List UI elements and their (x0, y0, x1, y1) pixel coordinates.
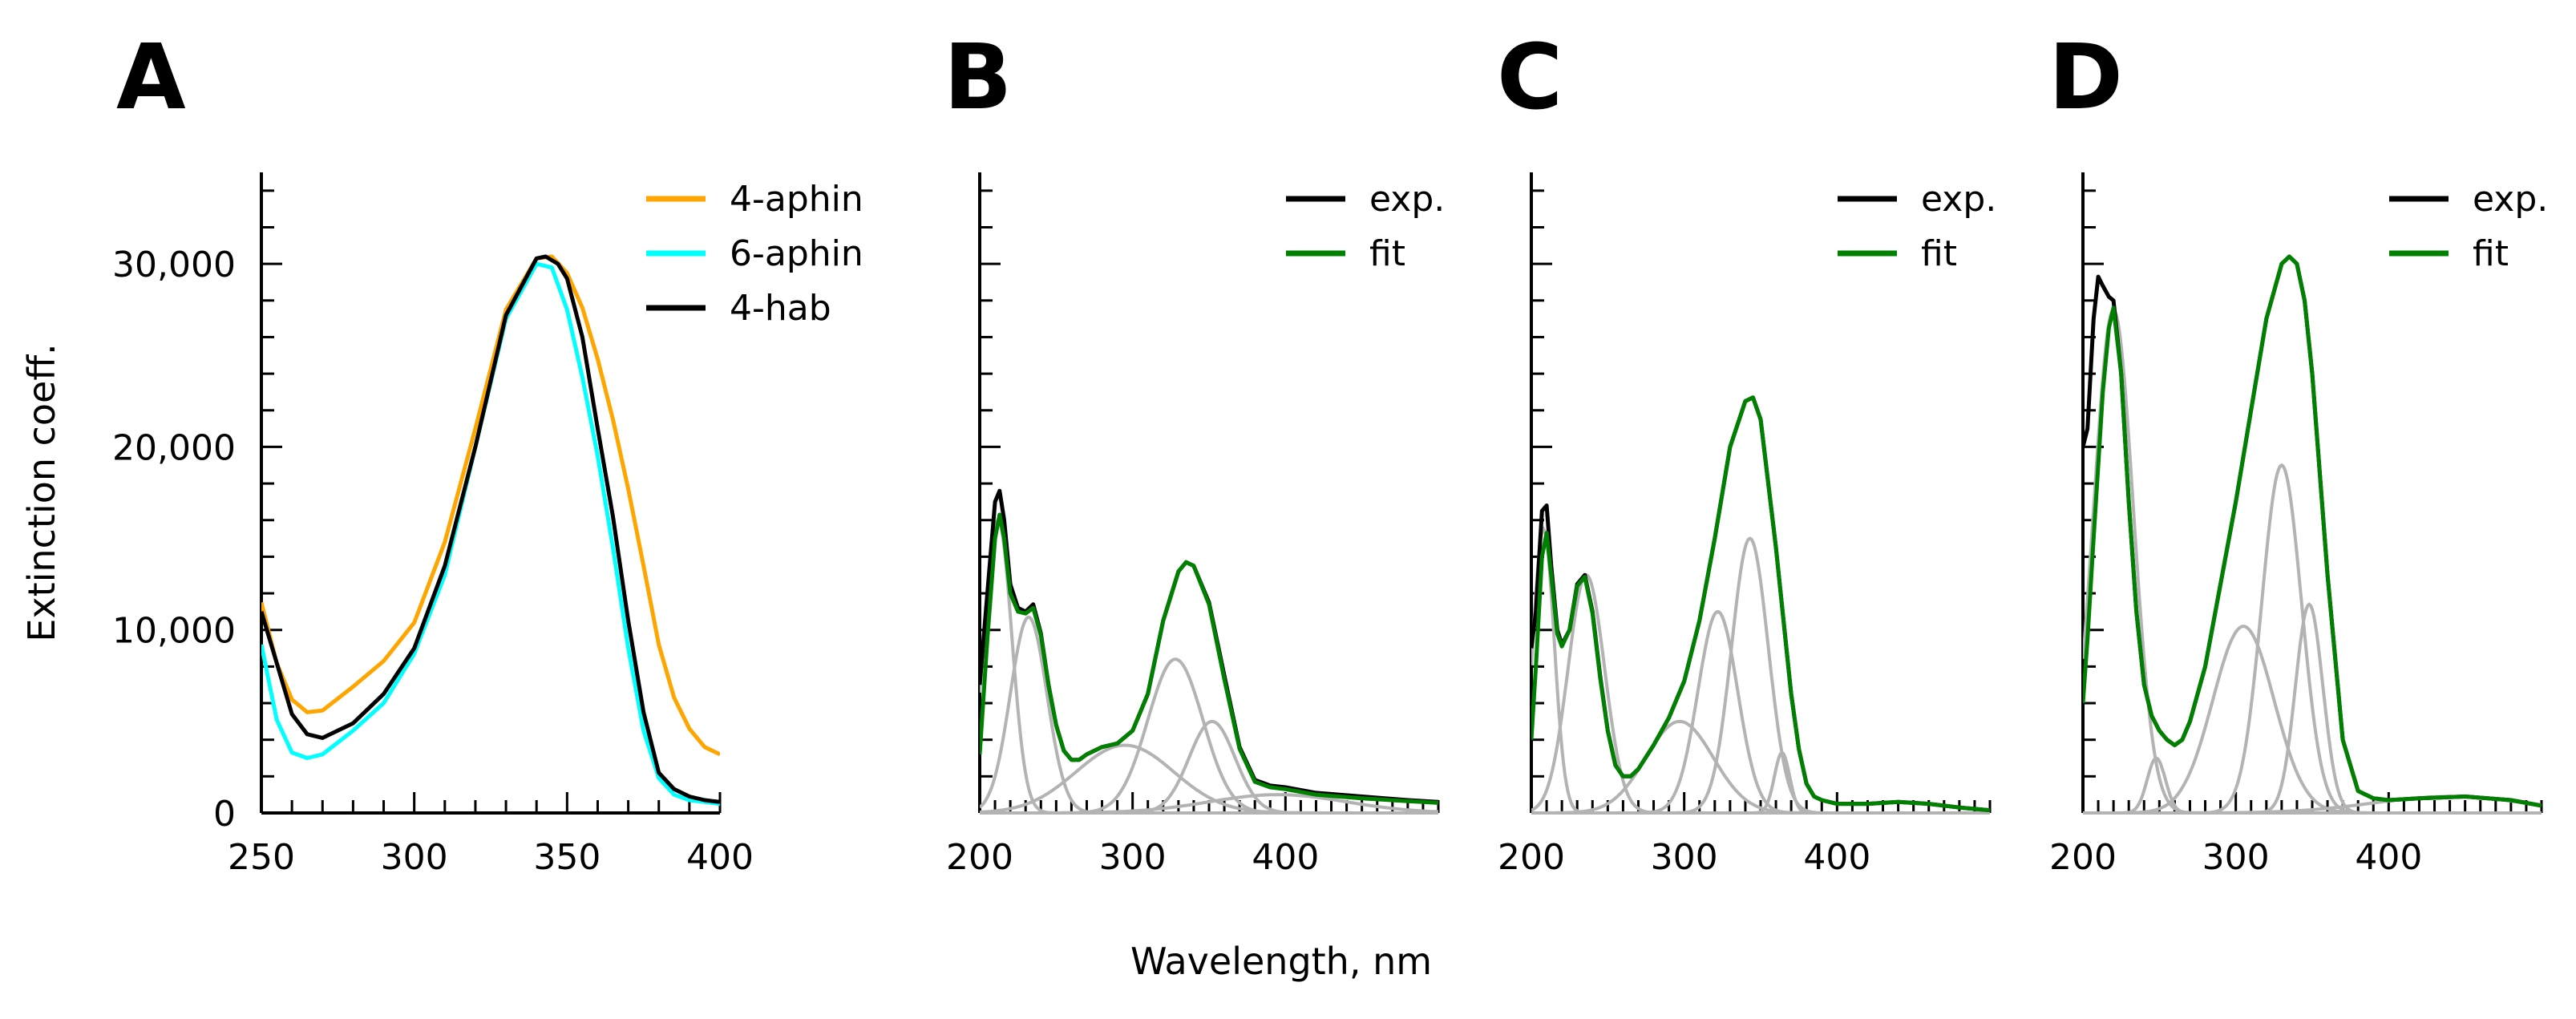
panel-letter: C (1497, 26, 1563, 130)
x-tick-label: 200 (1498, 837, 1565, 878)
legend-label: fit (1921, 233, 1957, 274)
plot-area (261, 254, 720, 807)
legend-label: 4-aphin (730, 179, 863, 220)
series-line-fit (980, 512, 1438, 805)
component-curve (1531, 719, 1990, 815)
legend-label: fit (2473, 233, 2509, 274)
x-tick-label: 250 (228, 837, 295, 878)
series-line-fit (2083, 254, 2542, 808)
legend-label: fit (1369, 233, 1405, 274)
legend-label: exp. (1921, 179, 1996, 220)
x-tick-label: 200 (2049, 837, 2117, 878)
x-tick-label: 300 (2202, 837, 2270, 878)
series-line-exp (980, 488, 1438, 804)
x-tick-label: 200 (946, 837, 1013, 878)
panel-letter: A (116, 26, 186, 130)
plot-area (2083, 254, 2542, 815)
legend-label: exp. (2473, 179, 2548, 220)
shared-x-axis-title: Wavelength, nm (1130, 940, 1432, 983)
series-line-6-aphin (261, 261, 720, 807)
panel-d: D 200 300 400 exp. fit (2048, 26, 2548, 878)
y-tick-label: 30,000 (112, 245, 236, 285)
plot-area (980, 488, 1438, 815)
series-line-exp (1531, 395, 1990, 813)
series-line-4-hab (261, 254, 720, 804)
legend-label: 6-aphin (730, 233, 863, 274)
component-curve (980, 615, 1438, 815)
y-tick-label: 20,000 (112, 427, 236, 468)
y-axis-title: Extinction coeff. (20, 343, 63, 641)
x-tick-label: 300 (1651, 837, 1718, 878)
plot-area (1531, 395, 1990, 815)
x-tick-label: 400 (2355, 837, 2422, 878)
component-curve (980, 793, 1438, 815)
y-tick-label: 10,000 (112, 611, 236, 652)
x-tick-label: 400 (1803, 837, 1870, 878)
panel-c: C 200 300 400 exp. fit (1497, 26, 1996, 878)
component-curve (980, 517, 1438, 815)
legend-label: exp. (1369, 179, 1445, 220)
x-tick-label: 350 (533, 837, 601, 878)
panel-letter: D (2048, 26, 2123, 130)
series-line-4-aphin (261, 254, 720, 757)
x-tick-label: 400 (1252, 837, 1319, 878)
y-tick-label: 0 (213, 794, 236, 835)
x-tick-label: 300 (381, 837, 448, 878)
x-tick-label: 400 (686, 837, 754, 878)
panel-b: B 200 300 400 exp. fit (944, 26, 1445, 878)
x-tick-label: 300 (1099, 837, 1167, 878)
legend-label: 4-hab (730, 288, 831, 329)
component-curve (1531, 572, 1990, 815)
panel-letter: B (944, 26, 1012, 130)
series-line-fit (1531, 395, 1990, 813)
component-curve (1531, 750, 1990, 815)
panel-a: A 0 10,000 20,000 30,000 250 300 350 400 Extincti… (20, 26, 863, 878)
